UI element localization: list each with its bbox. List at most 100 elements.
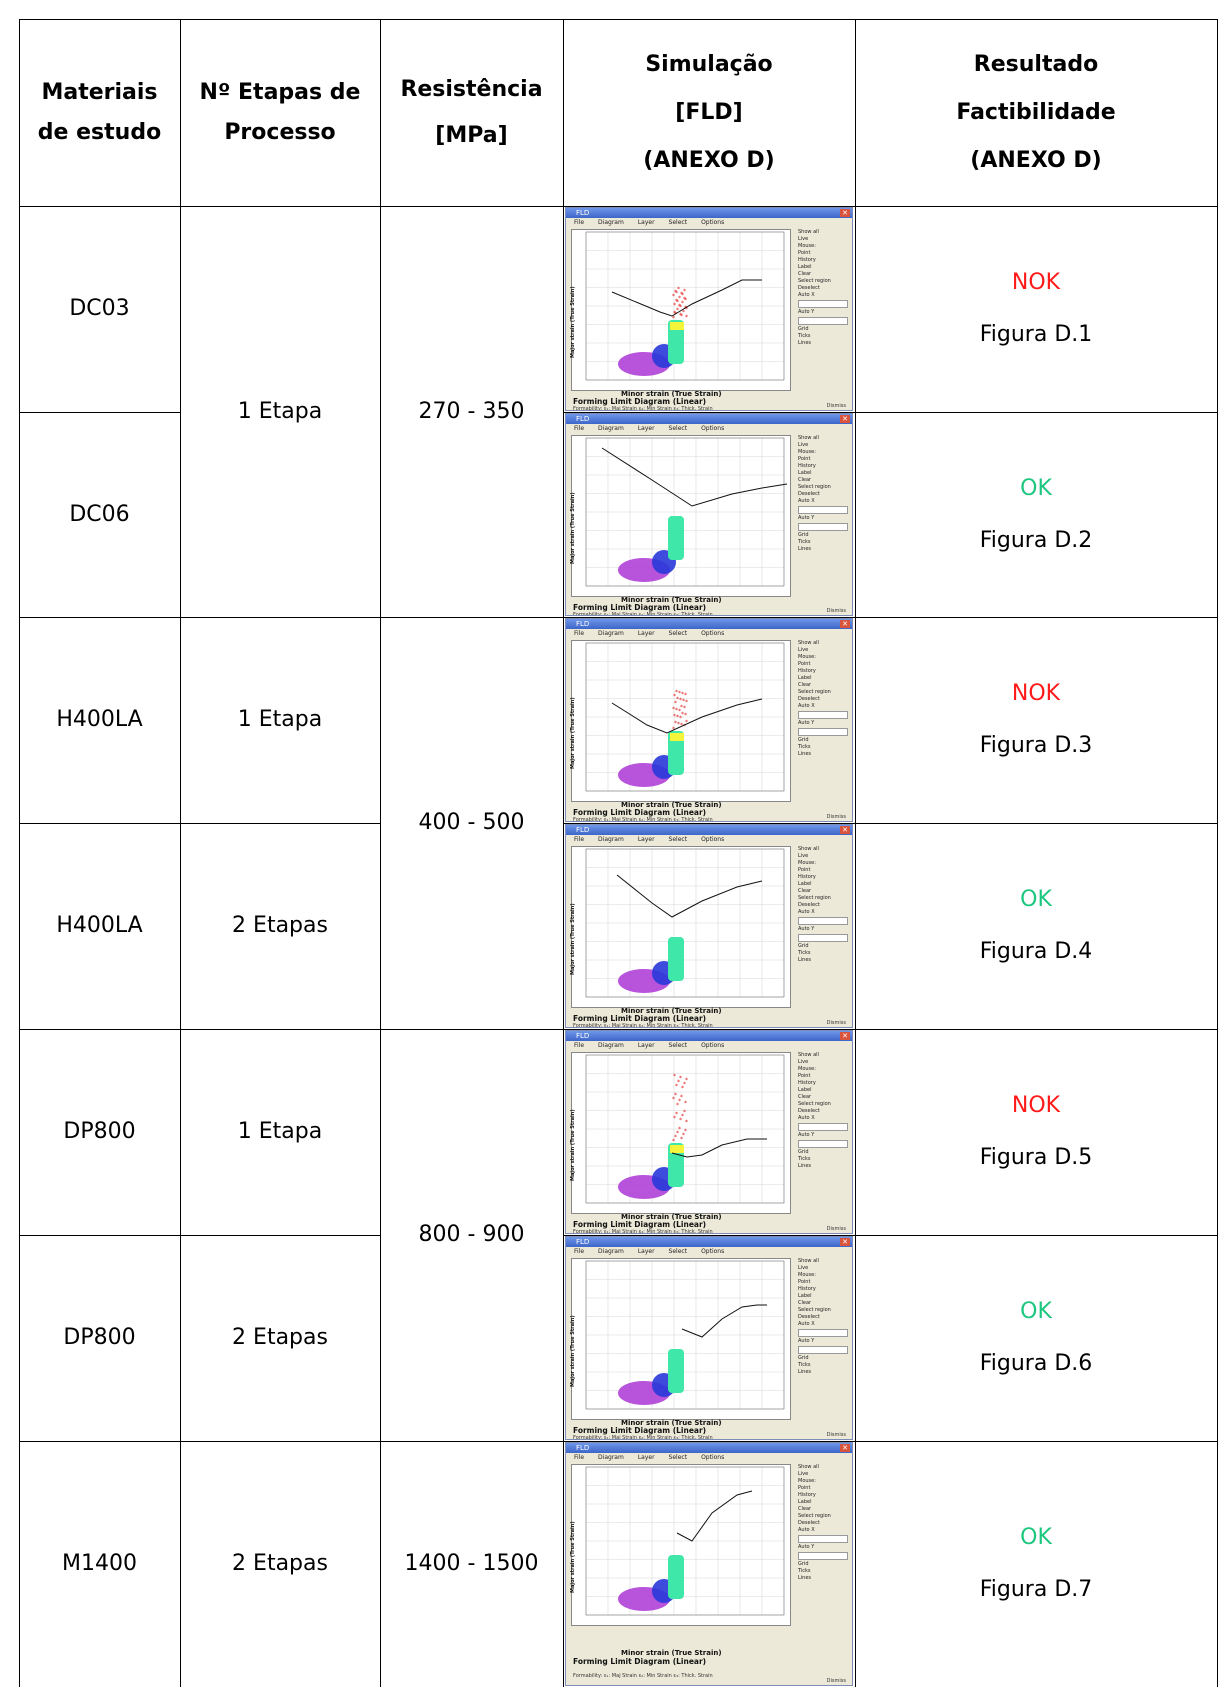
menu-item[interactable]: Diagram [598,1248,624,1255]
side-option[interactable]: Deselect [798,1108,820,1114]
menu-item[interactable]: Options [701,1042,725,1049]
side-option[interactable]: Select region [798,278,831,284]
menu-item[interactable]: Select [668,630,688,637]
dismiss-button[interactable]: Dismiss [826,1226,846,1232]
side-option[interactable]: Live [798,236,809,242]
side-option[interactable]: History [798,668,816,674]
menu-item[interactable]: Options [701,1248,725,1255]
side-option[interactable]: Clear [798,888,812,894]
side-option[interactable]: Grid [798,1149,809,1155]
side-option[interactable]: Ticks [798,950,811,956]
side-option[interactable]: Lines [798,1163,812,1169]
menu-item[interactable]: Diagram [598,630,624,637]
side-option[interactable]: Live [798,1059,809,1065]
close-icon[interactable]: ✕ [840,1238,850,1246]
side-option[interactable]: Deselect [798,902,820,908]
menu-item[interactable]: Options [701,425,725,432]
range-field[interactable] [798,1535,848,1543]
close-icon[interactable]: ✕ [840,415,850,423]
side-option[interactable]: Grid [798,943,809,949]
side-option[interactable]: Auto Y [798,1544,815,1550]
side-option[interactable]: Label [798,1087,812,1093]
menu-item[interactable]: Options [701,630,725,637]
side-option[interactable]: Lines [798,1575,812,1581]
range-field[interactable] [798,1329,848,1337]
side-option[interactable]: Label [798,675,812,681]
menu-item[interactable]: Diagram [598,836,624,843]
side-option[interactable]: Select region [798,1307,831,1313]
side-option[interactable]: Auto Y [798,309,815,315]
close-icon[interactable]: ✕ [840,209,850,217]
side-option[interactable]: Mouse: [798,1272,816,1278]
menu-item[interactable]: Layer [637,1454,655,1461]
side-option[interactable]: Clear [798,1094,812,1100]
menu-item[interactable]: Options [701,219,725,226]
side-option[interactable]: Auto X [798,292,815,298]
menu-item[interactable]: Select [668,219,688,226]
side-option[interactable]: Auto X [798,703,815,709]
range-field[interactable] [798,711,848,719]
side-option[interactable]: Label [798,881,812,887]
side-option[interactable]: Auto X [798,498,815,504]
side-option[interactable]: Point [798,456,811,462]
side-option[interactable]: Ticks [798,333,811,339]
side-option[interactable]: Live [798,853,809,859]
side-option[interactable]: Show all [798,1258,819,1264]
menu-item[interactable]: File [574,1248,585,1255]
side-option[interactable]: Clear [798,271,812,277]
side-option[interactable]: Lines [798,546,812,552]
side-option[interactable]: Show all [798,846,819,852]
range-field[interactable] [798,728,848,736]
side-option[interactable]: Select region [798,689,831,695]
side-option[interactable]: Grid [798,737,809,743]
range-field[interactable] [798,317,848,325]
side-option[interactable]: Live [798,1265,809,1271]
side-option[interactable]: Show all [798,435,819,441]
side-option[interactable]: Show all [798,229,819,235]
menu-item[interactable]: File [574,630,585,637]
side-option[interactable]: Point [798,1485,811,1491]
menu-item[interactable]: Select [668,1248,688,1255]
menu-item[interactable]: File [574,425,585,432]
side-option[interactable]: Auto X [798,1527,815,1533]
side-option[interactable]: Select region [798,1513,831,1519]
menu-item[interactable]: Diagram [598,1454,624,1461]
range-field[interactable] [798,1140,848,1148]
side-option[interactable]: Lines [798,1369,812,1375]
range-field[interactable] [798,523,848,531]
side-option[interactable]: Mouse: [798,654,816,660]
dismiss-button[interactable]: Dismiss [826,403,846,409]
side-option[interactable]: Point [798,1073,811,1079]
side-option[interactable]: Mouse: [798,1066,816,1072]
close-icon[interactable]: ✕ [840,1032,850,1040]
side-option[interactable]: Mouse: [798,449,816,455]
menu-item[interactable]: Select [668,1454,688,1461]
range-field[interactable] [798,1346,848,1354]
side-option[interactable]: Auto Y [798,1132,815,1138]
side-option[interactable]: Auto Y [798,515,815,521]
dismiss-button[interactable]: Dismiss [826,1678,846,1684]
side-option[interactable]: Auto X [798,1321,815,1327]
range-field[interactable] [798,506,848,514]
close-icon[interactable]: ✕ [840,826,850,834]
side-option[interactable]: Deselect [798,1520,820,1526]
side-option[interactable]: Label [798,1499,812,1505]
menu-item[interactable]: Select [668,1042,688,1049]
side-option[interactable]: Label [798,470,812,476]
side-option[interactable]: History [798,1492,816,1498]
menu-item[interactable]: Layer [637,630,655,637]
side-option[interactable]: Grid [798,1561,809,1567]
menu-item[interactable]: Options [701,1454,725,1461]
side-option[interactable]: Ticks [798,1362,811,1368]
side-option[interactable]: Mouse: [798,243,816,249]
menu-item[interactable]: Layer [637,1042,655,1049]
range-field[interactable] [798,1123,848,1131]
menu-item[interactable]: Diagram [598,425,624,432]
menu-item[interactable]: File [574,836,585,843]
side-option[interactable]: History [798,1286,816,1292]
side-option[interactable]: Ticks [798,539,811,545]
side-option[interactable]: Ticks [798,1156,811,1162]
side-option[interactable]: Select region [798,484,831,490]
close-icon[interactable]: ✕ [840,1444,850,1452]
menu-item[interactable]: Select [668,836,688,843]
